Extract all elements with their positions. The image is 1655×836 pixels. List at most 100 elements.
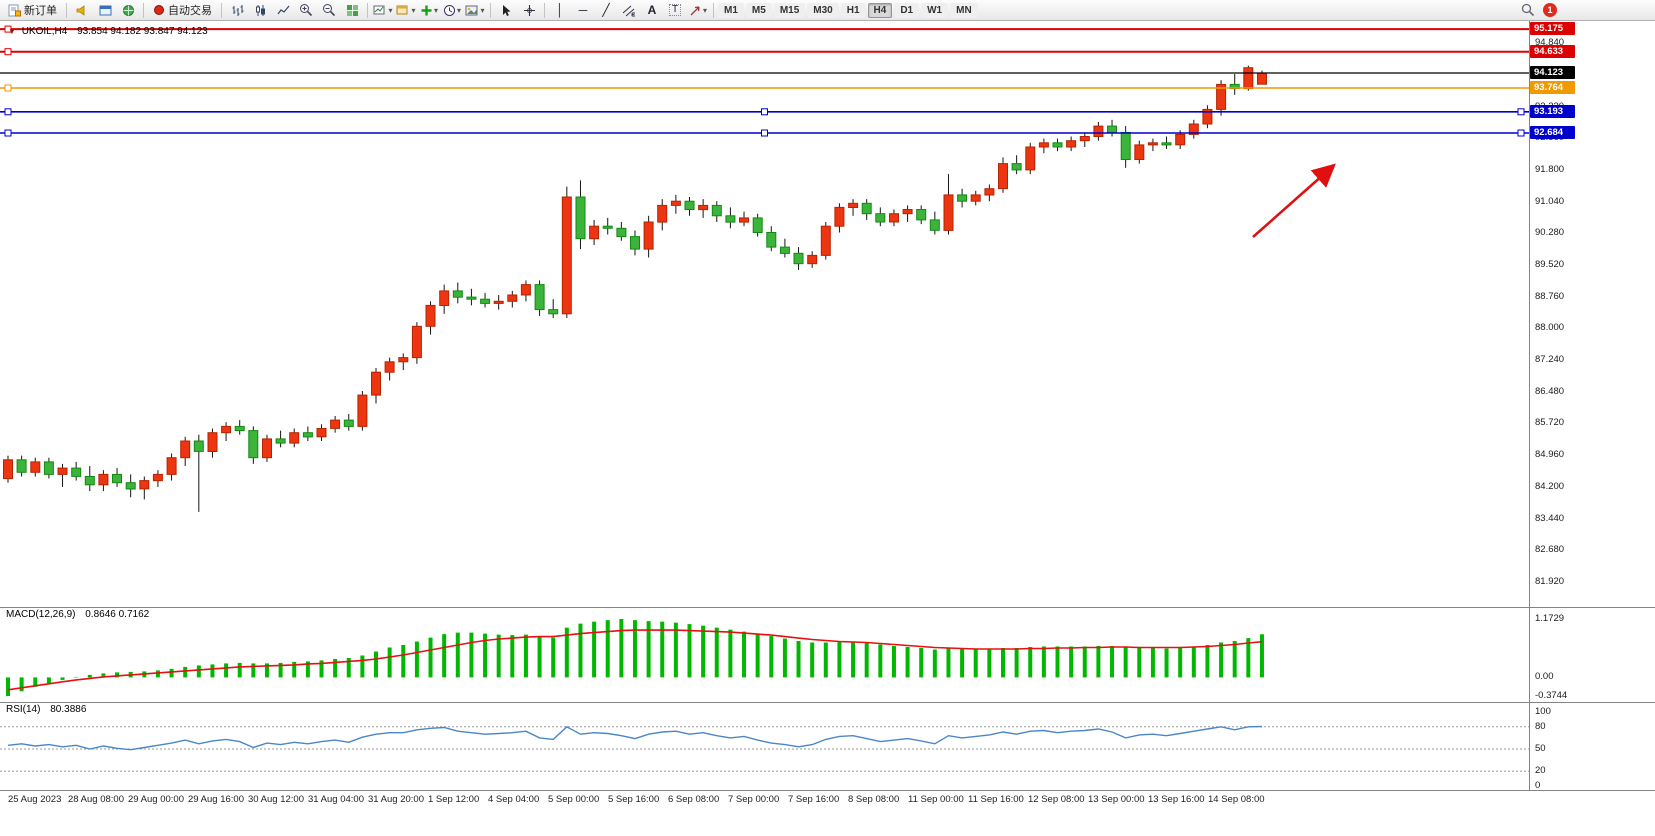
chevron-down-icon: ▾	[456, 5, 461, 15]
data-window-button[interactable]	[94, 0, 116, 20]
vertical-line-tool-button[interactable]: │	[549, 0, 571, 20]
bear-candle	[71, 467, 82, 477]
bull-candle	[739, 217, 749, 223]
price-axis[interactable]: 94.84093.32092.56091.80091.04090.28089.5…	[1530, 0, 1655, 836]
shapes-tool-button[interactable]: ▾	[687, 0, 709, 20]
timeframe-button-m30[interactable]: M30	[807, 2, 839, 18]
trend-arrow-annotation[interactable]	[1252, 163, 1336, 238]
bear-candle	[916, 209, 927, 221]
rsi-svg[interactable]	[0, 702, 1529, 790]
bear-candle	[302, 432, 313, 438]
label-tool-button[interactable]: T	[664, 0, 686, 20]
bear-candle	[234, 425, 245, 432]
bull-candle	[807, 254, 818, 265]
bear-candle	[16, 459, 27, 473]
time-axis-label: 7 Sep 16:00	[788, 794, 840, 805]
line-handle[interactable]	[4, 25, 12, 33]
price-badge: 93.193	[1530, 104, 1575, 118]
line-handle[interactable]	[1517, 108, 1525, 116]
trendline-icon: ╱	[602, 3, 610, 17]
bear-candle	[112, 473, 122, 484]
panel-separator[interactable]	[0, 702, 1655, 703]
time-axis-label: 11 Sep 00:00	[908, 794, 964, 805]
timeframe-button-h1[interactable]: H1	[840, 2, 866, 18]
main-chart-svg[interactable]	[0, 21, 1529, 607]
bear-candle	[684, 200, 695, 210]
notification-badge[interactable]: 1	[1543, 3, 1557, 17]
price-axis-label: 91.800	[1535, 163, 1565, 175]
price-axis-label: 94.840	[1535, 37, 1565, 49]
bull-candle	[316, 428, 327, 438]
clock-icon	[443, 4, 455, 16]
bear-candle	[1161, 142, 1172, 146]
macd-header: MACD(12,26,9) 0.8646 0.7162	[6, 609, 149, 620]
line-handle[interactable]	[4, 108, 12, 116]
line-handle[interactable]	[1517, 129, 1525, 137]
bull-candle	[561, 196, 572, 315]
autotrading-button[interactable]: 自动交易	[148, 1, 217, 19]
bull-candle	[330, 419, 341, 429]
price-axis-label: 90.280	[1535, 227, 1565, 239]
macd-svg[interactable]	[0, 607, 1529, 702]
tile-windows-button[interactable]	[341, 0, 363, 20]
bear-candle	[861, 202, 872, 215]
line-handle[interactable]	[761, 108, 768, 116]
rsi-axis-label: 50	[1535, 743, 1546, 754]
new-chart-icon	[373, 5, 385, 14]
price-badge: 94.633	[1530, 44, 1575, 58]
line-handle[interactable]	[4, 84, 12, 92]
zoom-out-button[interactable]	[318, 0, 340, 20]
bull-candle	[180, 440, 191, 459]
bear-candle	[548, 309, 559, 315]
crosshair-tool-button[interactable]	[518, 0, 540, 20]
time-axis-label: 29 Aug 16:00	[188, 794, 244, 805]
trendline-tool-button[interactable]: ╱	[595, 0, 617, 20]
chart-profiles-button[interactable]: ▾	[395, 0, 417, 20]
alerts-button[interactable]	[71, 0, 93, 20]
timeframe-button-h4[interactable]: H4	[867, 2, 893, 18]
line-chart-button[interactable]	[272, 0, 294, 20]
bear-candle	[752, 217, 763, 233]
time-axis-label: 11 Sep 16:00	[968, 794, 1024, 805]
timeframe-button-m5[interactable]: M5	[745, 2, 772, 18]
separator	[713, 2, 714, 18]
add-indicator-button[interactable]: ▾	[418, 0, 440, 20]
separator	[221, 2, 222, 18]
bull-candle	[1134, 144, 1145, 161]
template-button[interactable]: ▾	[464, 0, 486, 20]
time-axis-label: 4 Sep 04:00	[488, 794, 540, 805]
bear-candle	[929, 219, 940, 231]
bar-chart-button[interactable]	[226, 0, 248, 20]
timeframe-button-w1[interactable]: W1	[921, 2, 949, 18]
search-icon[interactable]	[1521, 3, 1535, 17]
line-handle[interactable]	[761, 129, 768, 137]
bull-candle	[439, 290, 450, 306]
timeframe-buttons: M1 M5 M15 M30 H1 H4 D1 W1 MN	[718, 2, 978, 18]
time-axis[interactable]: 25 Aug 2023 28 Aug 08:00 29 Aug 00:00 29 Au…	[0, 790, 1529, 810]
timeframe-button-m1[interactable]: M1	[718, 2, 744, 18]
panel-separator[interactable]	[0, 607, 1655, 608]
channel-tool-button[interactable]	[618, 0, 640, 20]
time-axis-label: 12 Sep 08:00	[1028, 794, 1085, 805]
bull-candle	[902, 209, 913, 215]
bear-candle	[1052, 142, 1063, 148]
timeframe-button-d1[interactable]: D1	[894, 2, 920, 18]
period-button[interactable]: ▾	[441, 0, 463, 20]
horizontal-line-tool-button[interactable]: ─	[572, 0, 594, 20]
timeframe-button-m15[interactable]: M15	[773, 2, 806, 18]
ohlc-values: 93.854 94.182 93.847 94.123	[77, 26, 208, 37]
new-order-button[interactable]: 新订单	[3, 1, 62, 19]
bull-candle	[425, 304, 436, 327]
text-tool-button[interactable]: A	[641, 0, 663, 20]
zoom-in-icon	[300, 4, 313, 17]
timeframe-button-mn[interactable]: MN	[950, 2, 978, 18]
line-handle[interactable]	[4, 48, 12, 56]
label-icon: T	[668, 4, 682, 16]
zoom-in-button[interactable]	[295, 0, 317, 20]
candlestick-chart-button[interactable]	[249, 0, 271, 20]
community-button[interactable]	[117, 0, 139, 20]
bull-candle	[1038, 142, 1049, 148]
new-chart-button[interactable]: ▾	[372, 0, 394, 20]
line-handle[interactable]	[4, 129, 12, 137]
cursor-tool-button[interactable]	[495, 0, 517, 20]
